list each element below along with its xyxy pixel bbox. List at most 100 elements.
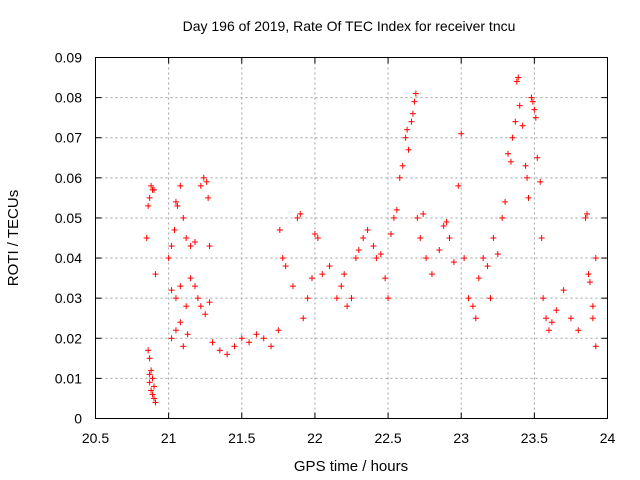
data-point	[177, 319, 184, 326]
data-point	[524, 174, 531, 181]
data-point	[385, 295, 392, 302]
data-point	[148, 367, 155, 374]
data-point	[165, 255, 172, 262]
data-point	[268, 343, 275, 350]
data-point	[202, 311, 209, 318]
axis-ticks	[95, 57, 608, 419]
data-point	[409, 110, 416, 117]
y-tick-label: 0.05	[55, 210, 82, 226]
data-point	[360, 235, 367, 241]
data-point	[326, 263, 333, 270]
data-point	[512, 118, 519, 125]
data-point	[513, 78, 520, 85]
data-point	[275, 327, 282, 334]
data-point	[408, 118, 415, 125]
data-point	[592, 343, 599, 350]
data-point	[545, 327, 552, 334]
data-point	[260, 335, 267, 342]
data-point	[472, 315, 479, 322]
data-point	[319, 271, 326, 278]
data-point	[553, 307, 560, 314]
data-point	[309, 275, 316, 282]
data-point	[428, 271, 435, 278]
data-point	[151, 395, 158, 402]
data-point	[450, 259, 457, 266]
data-point	[145, 347, 152, 354]
data-point	[197, 303, 204, 310]
data-point	[370, 243, 377, 250]
y-tick-label: 0.07	[55, 130, 82, 146]
plot-frame	[95, 57, 608, 419]
data-point	[480, 255, 487, 262]
data-point	[314, 235, 321, 241]
data-point	[540, 295, 547, 302]
data-point	[446, 235, 453, 241]
data-point	[197, 182, 204, 189]
data-point	[538, 235, 545, 241]
data-point	[246, 339, 253, 346]
data-point	[172, 295, 179, 302]
data-point	[582, 214, 589, 221]
data-point	[531, 106, 538, 113]
data-point	[145, 202, 152, 209]
data-point	[475, 275, 482, 282]
y-tick-label: 0.09	[55, 50, 82, 66]
data-point	[534, 154, 541, 161]
x-axis-label: GPS time / hours	[294, 458, 408, 475]
data-point	[414, 214, 421, 221]
data-point	[333, 295, 340, 302]
data-point	[373, 255, 380, 262]
x-tick-label: 23.5	[521, 430, 548, 446]
data-point	[589, 315, 596, 322]
data-point	[528, 94, 535, 101]
data-point	[507, 158, 514, 165]
data-point	[529, 98, 536, 105]
data-point	[404, 126, 411, 133]
data-point	[148, 182, 155, 189]
data-point	[206, 243, 213, 250]
data-point	[352, 255, 359, 262]
y-tick-label: 0.08	[55, 90, 82, 106]
data-point	[174, 202, 181, 209]
data-point	[387, 230, 394, 237]
data-point	[297, 210, 304, 217]
data-point	[589, 303, 596, 310]
data-point	[519, 122, 526, 129]
x-tick-label: 24	[600, 430, 616, 446]
data-point	[152, 271, 159, 278]
x-tick-label: 20.5	[82, 430, 109, 446]
data-point	[543, 315, 550, 322]
data-point	[436, 247, 443, 254]
data-point	[206, 299, 213, 306]
x-tick-label: 22	[307, 430, 323, 446]
data-point	[585, 271, 592, 278]
data-point	[183, 303, 190, 310]
data-point	[405, 146, 412, 153]
x-tick-label: 21.5	[228, 430, 255, 446]
data-point	[209, 339, 216, 346]
data-point	[294, 214, 301, 221]
data-point	[184, 331, 191, 338]
data-point	[191, 239, 198, 246]
data-point	[440, 222, 447, 229]
data-points	[143, 74, 599, 406]
data-point	[586, 279, 593, 286]
data-point	[168, 335, 175, 342]
data-point	[148, 387, 155, 394]
data-point	[411, 98, 418, 105]
data-point	[191, 283, 198, 290]
data-point	[458, 130, 465, 137]
data-point	[231, 343, 238, 350]
data-point	[465, 295, 472, 302]
data-point	[382, 275, 389, 282]
data-point	[537, 178, 544, 185]
data-point	[216, 347, 223, 354]
data-point	[194, 295, 201, 302]
data-point	[592, 255, 599, 262]
x-tick-label: 21	[161, 430, 177, 446]
data-point	[502, 198, 509, 205]
data-point	[172, 327, 179, 334]
data-point	[396, 174, 403, 181]
data-point	[304, 295, 311, 302]
data-point	[490, 235, 497, 241]
